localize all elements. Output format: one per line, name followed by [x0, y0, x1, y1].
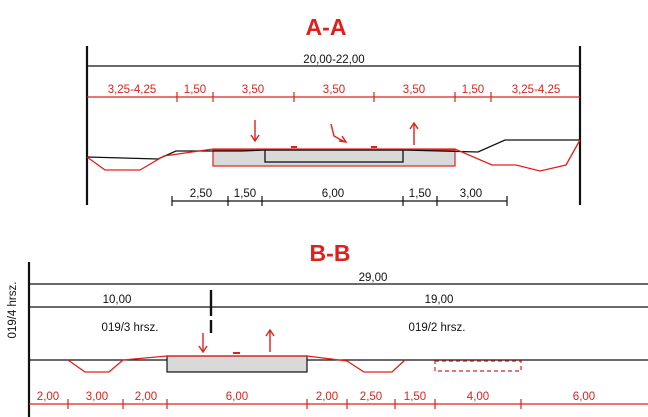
aa-bottom-ticks	[171, 196, 508, 206]
aa-red-ticks	[176, 92, 492, 102]
section-aa-title: A-A	[306, 14, 347, 40]
bb-planned-ground	[67, 355, 406, 373]
aa-dim-5: 3,50	[403, 84, 425, 96]
aa-bottom-dim-2: 1,50	[234, 188, 256, 200]
aa-existing-pavement	[264, 149, 404, 163]
aa-dim-7: 3,25-4,25	[512, 84, 561, 96]
bb-arrows	[198, 328, 275, 354]
section-bb: B-B 019/4 hrsz. 29,00 10,00 19,00 019/3 …	[7, 240, 648, 417]
aa-planned-ground	[86, 139, 581, 172]
bb-right-part: 19,00	[425, 294, 454, 306]
aa-dim-3: 3,50	[242, 84, 264, 96]
bb-side-parcel: 019/4 hrsz.	[7, 282, 19, 339]
aa-bottom-dim-3: 6,00	[322, 188, 344, 200]
bb-dim-5: 2,00	[316, 391, 338, 403]
aa-arrows	[250, 120, 419, 148]
bb-dim-6: 2,50	[360, 391, 382, 403]
bb-dim-2: 3,00	[86, 391, 108, 403]
aa-dim-4: 3,50	[323, 84, 345, 96]
bb-dim-4: 6,00	[226, 391, 248, 403]
bb-dim-7: 1,50	[404, 391, 426, 403]
bb-pavement	[166, 355, 308, 373]
bb-left-parcel: 019/3 hrsz.	[102, 322, 159, 334]
bb-red-ticks	[67, 399, 522, 409]
aa-dim-1: 3,25-4,25	[108, 84, 157, 96]
bb-future-element	[434, 360, 522, 372]
bb-dim-8: 4,00	[467, 391, 489, 403]
section-bb-title: B-B	[310, 240, 351, 266]
aa-dim-6: 1,50	[462, 84, 484, 96]
aa-dim-2: 1,50	[184, 84, 206, 96]
bb-right-parcel: 019/2 hrsz.	[409, 322, 466, 334]
section-aa: A-A 20,00-22,00 3,25-4,25 1,50 3,50 3,50…	[85, 14, 582, 206]
aa-bottom-dim-5: 3,00	[460, 188, 482, 200]
bb-dim-9: 6,00	[573, 391, 595, 403]
aa-bottom-dim-4: 1,50	[409, 188, 431, 200]
aa-bottom-dim-1: 2,50	[190, 188, 212, 200]
aa-total-dim: 20,00-22,00	[303, 54, 364, 66]
bb-left-part: 10,00	[103, 294, 132, 306]
bb-dim-3: 2,00	[135, 391, 157, 403]
bb-dim-1: 2,00	[37, 391, 59, 403]
bb-total-dim: 29,00	[359, 272, 388, 284]
